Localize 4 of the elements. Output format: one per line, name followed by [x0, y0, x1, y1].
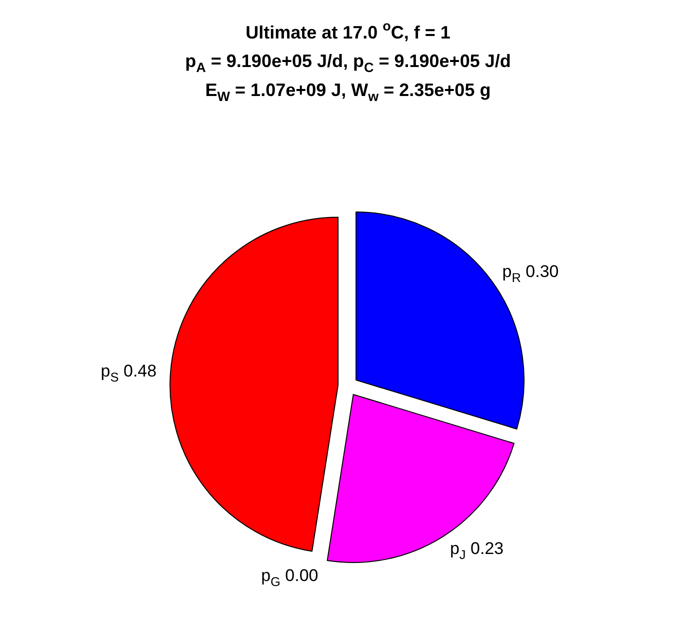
data-label: 0.48 — [118, 362, 157, 381]
text: 0.00 — [285, 566, 318, 586]
data-label: 0.23 — [466, 539, 504, 558]
data-label: 0.30 — [520, 262, 559, 282]
